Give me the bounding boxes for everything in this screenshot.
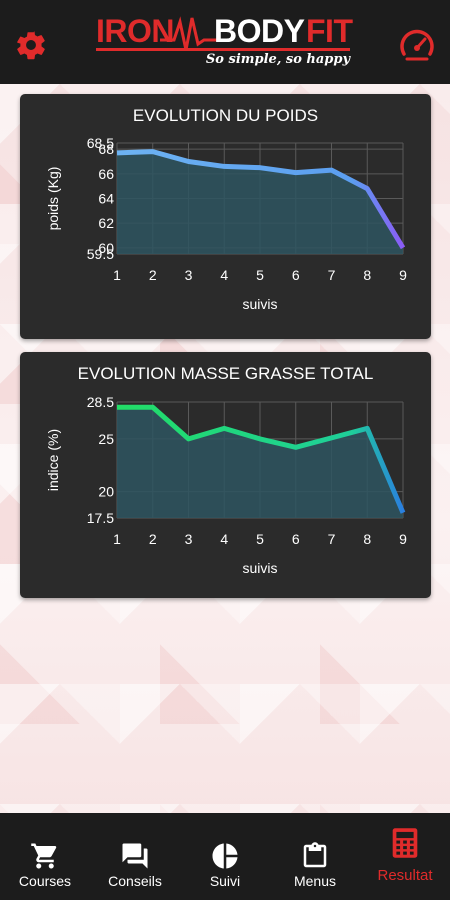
data-point [187,437,190,440]
nav-courses[interactable]: Courses [0,813,90,900]
data-point [330,169,333,172]
cart-icon [31,843,57,869]
logo-fit: FIT [306,13,353,49]
data-point [402,511,405,514]
series-area [117,151,403,254]
fat-chart-card: EVOLUTION MASSE GRASSE TOTAL 17.5 20 25 28.… [20,352,431,598]
data-point [116,406,119,409]
x-tick-label: 3 [185,531,193,547]
x-axis-label: suivis [242,296,277,312]
fat-mass-chart: 17.5 20 25 28.5 1 2 3 4 5 6 7 8 9 suivis indice (%) [45,394,407,576]
x-tick-label: 5 [256,531,264,547]
y-axis-label: poids (Kg) [45,167,61,231]
data-point [223,165,226,168]
nav-label-conseils: Conseils [108,873,162,889]
nav-resultat[interactable]: Resultat [360,813,450,900]
y-tick-label: 20 [98,484,114,500]
x-tick-label: 2 [149,531,157,547]
data-point [366,427,369,430]
y-tick-label: 62 [98,215,114,231]
y-tick-label: 64 [98,191,114,207]
chat-icon [122,843,148,869]
gear-icon[interactable] [14,28,48,62]
x-tick-label: 5 [256,267,264,283]
x-tick-label: 1 [113,267,121,283]
logo-body: BODY [214,13,305,49]
data-point [330,436,333,439]
nav-menus[interactable]: Menus [270,813,360,900]
x-tick-label: 4 [220,267,228,283]
x-tick-label: 8 [363,267,371,283]
data-point [187,160,190,163]
data-point [151,406,154,409]
x-tick-label: 7 [328,531,336,547]
logo-iron: IRON [96,13,175,49]
x-tick-label: 4 [220,531,228,547]
data-point [402,246,405,249]
x-tick-label: 3 [185,267,193,283]
y-tick-label: 28.5 [87,394,114,410]
data-point [259,166,262,169]
weight-chart-card: EVOLUTION DU POIDS 59.5 60 62 64 66 68 68.5 1 2 3… [20,94,431,339]
nav-conseils[interactable]: Conseils [90,813,180,900]
nav-suivi[interactable]: Suivi [180,813,270,900]
series-area [117,407,403,518]
data-point [151,150,154,153]
data-point [223,427,226,430]
x-tick-label: 9 [399,531,407,547]
y-axis-label: indice (%) [45,429,61,491]
x-axis-label: suivis [242,560,277,576]
nav-label-courses: Courses [18,873,72,889]
x-tick-label: 9 [399,267,407,283]
data-point [116,151,119,154]
y-tick-label: 60 [98,240,114,256]
series-line [116,149,406,250]
bottom-nav: Courses Conseils Suivi Menus [0,813,450,900]
calculator-icon [392,828,418,858]
y-tick-label: 68 [98,141,114,157]
data-point [294,171,297,174]
series-line [117,404,406,514]
x-tick-label: 6 [292,531,300,547]
pie-chart-icon [212,843,238,869]
x-tick-label: 7 [328,267,336,283]
fat-chart-title: EVOLUTION MASSE GRASSE TOTAL [77,364,374,383]
data-point [294,446,297,449]
nav-label-menus: Menus [293,873,337,889]
speedometer-icon[interactable] [398,26,436,64]
y-tick-label: 25 [98,431,114,447]
nav-label-resultat: Resultat [377,867,433,884]
x-tick-label: 8 [363,531,371,547]
y-tick-label: 59.5 [87,246,114,262]
y-tick-label: 68.5 [87,135,114,151]
x-tick-label: 1 [113,531,121,547]
nav-label-suivi: Suivi [209,873,241,889]
weight-chart-title: EVOLUTION DU POIDS [132,106,319,125]
heartbeat-icon [160,16,218,51]
app-logo: IRON BODY FIT So simple, so happy [96,12,356,74]
data-point [366,187,369,190]
logo-tagline: So simple, so happy [205,52,350,67]
logo-underline [96,48,350,51]
x-tick-label: 6 [292,267,300,283]
app-header: IRON BODY FIT So simple, so happy [0,0,450,84]
y-tick-label: 66 [98,166,114,182]
clipboard-icon [303,842,327,868]
y-tick-label: 17.5 [87,510,114,526]
data-point [259,437,262,440]
x-tick-label: 2 [149,267,157,283]
